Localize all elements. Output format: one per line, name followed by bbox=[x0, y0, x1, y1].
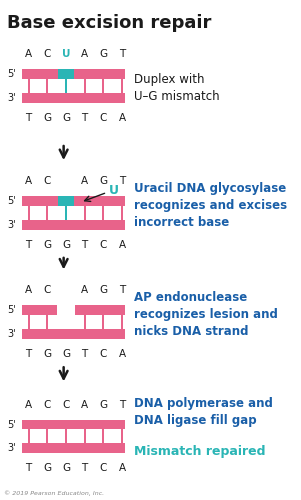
Bar bbox=[121, 315, 123, 329]
Text: Base excision repair: Base excision repair bbox=[7, 14, 211, 32]
Text: G: G bbox=[43, 240, 51, 250]
Text: G: G bbox=[43, 464, 51, 473]
Text: G: G bbox=[99, 285, 107, 295]
Text: C: C bbox=[100, 349, 107, 359]
Text: A: A bbox=[25, 49, 32, 59]
Text: A: A bbox=[119, 464, 126, 473]
Bar bbox=[22, 444, 125, 454]
Text: T: T bbox=[119, 400, 125, 409]
Text: C: C bbox=[44, 49, 51, 59]
Text: Duplex with
U–G mismatch: Duplex with U–G mismatch bbox=[134, 74, 219, 104]
Text: A: A bbox=[119, 240, 126, 250]
Text: G: G bbox=[62, 349, 70, 359]
Bar bbox=[22, 93, 125, 103]
Bar bbox=[58, 69, 74, 79]
Text: A: A bbox=[81, 285, 88, 295]
Bar bbox=[75, 305, 125, 315]
Text: G: G bbox=[43, 113, 51, 123]
Bar bbox=[46, 79, 48, 93]
Text: T: T bbox=[26, 349, 32, 359]
Text: G: G bbox=[62, 113, 70, 123]
Bar bbox=[46, 430, 48, 444]
Text: T: T bbox=[82, 113, 88, 123]
Text: 5': 5' bbox=[7, 196, 16, 206]
Bar bbox=[121, 430, 123, 444]
Text: T: T bbox=[119, 285, 125, 295]
Bar bbox=[102, 315, 104, 329]
Text: C: C bbox=[44, 285, 51, 295]
Bar bbox=[22, 69, 125, 79]
Text: AP endonuclease
recognizes lesion and
nicks DNA strand: AP endonuclease recognizes lesion and ni… bbox=[134, 291, 278, 338]
Text: A: A bbox=[25, 176, 32, 186]
Text: Uracil DNA glycosylase
recognizes and excises
incorrect base: Uracil DNA glycosylase recognizes and ex… bbox=[134, 182, 287, 229]
Bar bbox=[65, 206, 67, 220]
Text: 3': 3' bbox=[7, 93, 16, 103]
Bar bbox=[121, 206, 123, 220]
Bar bbox=[28, 315, 29, 329]
Text: G: G bbox=[62, 240, 70, 250]
Text: U: U bbox=[62, 49, 70, 59]
Bar bbox=[102, 430, 104, 444]
Bar bbox=[84, 206, 85, 220]
Bar bbox=[102, 206, 104, 220]
Text: T: T bbox=[26, 464, 32, 473]
Text: 3': 3' bbox=[7, 444, 16, 454]
Text: 3': 3' bbox=[7, 329, 16, 339]
Bar bbox=[22, 420, 125, 430]
Text: T: T bbox=[26, 240, 32, 250]
Text: A: A bbox=[81, 400, 88, 409]
Text: A: A bbox=[81, 49, 88, 59]
Text: C: C bbox=[44, 400, 51, 409]
Bar bbox=[28, 206, 29, 220]
Text: T: T bbox=[119, 176, 125, 186]
Bar bbox=[84, 430, 85, 444]
Text: C: C bbox=[100, 240, 107, 250]
Text: G: G bbox=[43, 349, 51, 359]
Bar bbox=[58, 196, 74, 205]
Bar bbox=[102, 79, 104, 93]
Bar bbox=[84, 79, 85, 93]
Bar bbox=[65, 79, 67, 93]
Text: G: G bbox=[99, 400, 107, 409]
Bar bbox=[28, 430, 29, 444]
Text: C: C bbox=[100, 464, 107, 473]
Text: 5': 5' bbox=[7, 420, 16, 430]
Text: A: A bbox=[25, 400, 32, 409]
Text: T: T bbox=[119, 49, 125, 59]
Bar bbox=[121, 79, 123, 93]
Text: 5': 5' bbox=[7, 69, 16, 79]
Text: U: U bbox=[109, 184, 119, 197]
Text: 3': 3' bbox=[7, 220, 16, 230]
Text: A: A bbox=[119, 349, 126, 359]
Text: T: T bbox=[82, 464, 88, 473]
Bar bbox=[65, 430, 67, 444]
Text: C: C bbox=[44, 176, 51, 186]
Bar bbox=[22, 196, 125, 205]
Text: G: G bbox=[99, 49, 107, 59]
Bar bbox=[28, 79, 29, 93]
Text: A: A bbox=[25, 285, 32, 295]
Bar bbox=[22, 329, 125, 339]
Text: T: T bbox=[26, 113, 32, 123]
Bar bbox=[46, 315, 48, 329]
Text: DNA polymerase and
DNA ligase fill gap: DNA polymerase and DNA ligase fill gap bbox=[134, 396, 273, 426]
Text: C: C bbox=[100, 113, 107, 123]
Text: © 2019 Pearson Education, Inc.: © 2019 Pearson Education, Inc. bbox=[4, 490, 104, 496]
Text: T: T bbox=[82, 240, 88, 250]
Bar bbox=[84, 315, 85, 329]
Bar bbox=[46, 206, 48, 220]
Text: C: C bbox=[62, 400, 70, 409]
Text: G: G bbox=[99, 176, 107, 186]
Bar bbox=[22, 220, 125, 230]
Text: A: A bbox=[81, 176, 88, 186]
Text: T: T bbox=[82, 349, 88, 359]
Text: 5': 5' bbox=[7, 305, 16, 315]
Text: A: A bbox=[119, 113, 126, 123]
Text: G: G bbox=[62, 464, 70, 473]
Bar bbox=[22, 305, 57, 315]
Text: Mismatch repaired: Mismatch repaired bbox=[134, 445, 265, 458]
